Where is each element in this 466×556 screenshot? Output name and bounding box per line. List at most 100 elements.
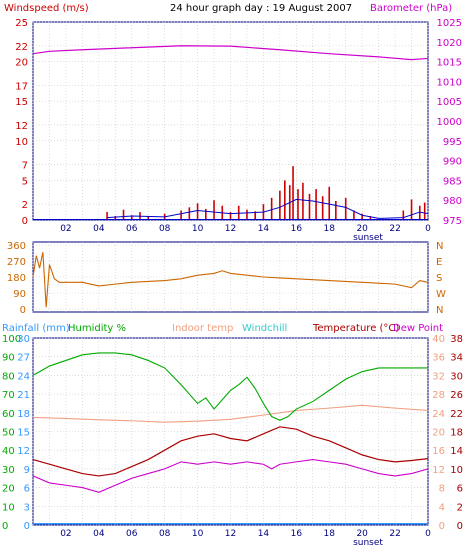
y-tick-wind: 15 [15,97,28,108]
x-tick-label: 20 [356,224,368,234]
x-tick-label: 20 [356,529,368,539]
y-tick-temp-outdoor: 10 [450,465,463,476]
y-tick-rainfall: 18 [17,409,30,420]
y-tick-humidity: 30 [2,465,15,476]
y-tick-wind: 22 [15,42,28,53]
x-tick-label: 12 [225,529,236,539]
gust-line [107,198,429,219]
panel-wind-axes: 0257101215172022259759809859909951000100… [15,18,462,243]
x-tick-label: 18 [324,224,336,234]
y-tick-wind: 2 [22,200,28,211]
legend-windchill: Windchill [242,323,287,334]
x-tick-label: 22 [389,529,400,539]
y-tick-wind: 12 [15,121,28,132]
barometer-title: Barometer (hPa) [370,3,452,14]
x-tick-label: 10 [192,529,204,539]
y-tick-direction: 180 [7,273,26,284]
y-tick-barometer: 1010 [437,77,462,88]
y-tick-humidity: 50 [2,428,15,439]
x-tick-label: 12 [225,224,236,234]
x-tick-label: 16 [291,224,303,234]
barometer-line [32,45,429,61]
y-tick-temp-indoor: 16 [432,446,445,457]
legend-dewpoint: Dew Point [393,323,443,334]
legend-humidity: Humidity % [68,323,126,334]
x-tick-label: 02 [60,529,71,539]
temperature-line [32,426,429,477]
graph-title: 24 hour graph day : 19 August 2007 [170,3,352,14]
y-tick-temp-outdoor: 6 [457,484,463,495]
y-tick-temp-outdoor: 14 [450,446,463,457]
y-tick-direction: 360 [7,241,26,252]
y-tick-barometer: 1005 [437,97,462,108]
sunset-label: sunset [353,233,383,243]
y-tick-rainfall: 21 [17,390,30,401]
humidity-line [32,352,428,421]
y-tick-temp-outdoor: 34 [450,353,463,364]
legend-temperature: Temperature (°C) [312,323,399,334]
x-tick-label: 22 [389,224,400,234]
y-tick-humidity: 0 [2,521,8,532]
panel-direction-frame [32,241,429,313]
y-tick-barometer: 980 [443,196,462,207]
y-tick-humidity: 70 [2,390,15,401]
y-tick-temp-outdoor: 22 [450,409,463,420]
y-tick-barometer: 990 [443,157,462,168]
x-tick-label: 0 [425,529,431,539]
y-tick-rainfall: 3 [24,502,30,513]
dewpoint-line [32,458,429,493]
y-tick-barometer: 1000 [437,117,462,128]
y-tick-temp-indoor: 4 [439,502,445,513]
y-tick-temp-outdoor: 0 [457,521,463,532]
y-tick-direction: 90 [13,289,26,300]
y-tick-humidity: 60 [2,409,15,420]
y-tick-temp-outdoor: 38 [450,334,463,345]
y-tick-wind: 20 [15,58,28,69]
panel-temp-series [32,352,429,525]
y-tick-humidity: 90 [2,353,15,364]
y-tick-wind: 5 [22,176,28,187]
compass-label: E [436,257,442,268]
y-tick-humidity: 80 [2,371,15,382]
y-tick-temp-indoor: 8 [439,484,445,495]
y-tick-temp-outdoor: 26 [450,390,463,401]
x-tick-label: 10 [192,224,204,234]
y-tick-humidity: 40 [2,446,15,457]
y-tick-direction: 270 [7,257,26,268]
y-tick-rainfall: 6 [24,484,30,495]
y-tick-barometer: 1020 [437,38,462,49]
x-tick-label: 0 [425,224,431,234]
y-tick-barometer: 975 [443,216,462,227]
x-tick-label: 04 [93,529,105,539]
y-tick-rainfall: 30 [17,334,30,345]
legend-indoor: Indoor temp [172,323,233,334]
y-tick-temp-indoor: 24 [432,409,445,420]
y-tick-barometer: 1015 [437,58,462,69]
y-tick-wind: 0 [22,216,28,227]
y-tick-temp-indoor: 20 [432,428,445,439]
y-tick-barometer: 1025 [437,18,462,29]
x-tick-label: 18 [324,529,336,539]
panel-direction-series [32,252,429,308]
y-tick-rainfall: 9 [24,465,30,476]
y-tick-temp-outdoor: 30 [450,371,463,382]
direction-line [32,252,429,308]
y-tick-temp-indoor: 40 [432,334,445,345]
panel-wind-grid [32,21,429,221]
y-tick-temp-indoor: 12 [432,465,445,476]
y-tick-humidity: 10 [2,502,15,513]
y-tick-rainfall: 27 [17,353,30,364]
y-tick-humidity: 100 [2,334,21,345]
y-tick-temp-outdoor: 18 [450,428,463,439]
y-tick-rainfall: 15 [17,428,30,439]
indoor-temp-line [32,404,429,423]
x-tick-label: 06 [126,224,138,234]
panel-temp-grid [32,337,429,526]
x-tick-label: 02 [60,224,71,234]
y-tick-barometer: 995 [443,137,462,148]
legend-rainfall: Rainfall (mm) [2,323,70,334]
y-tick-rainfall: 12 [17,446,30,457]
y-tick-wind: 25 [15,18,28,29]
